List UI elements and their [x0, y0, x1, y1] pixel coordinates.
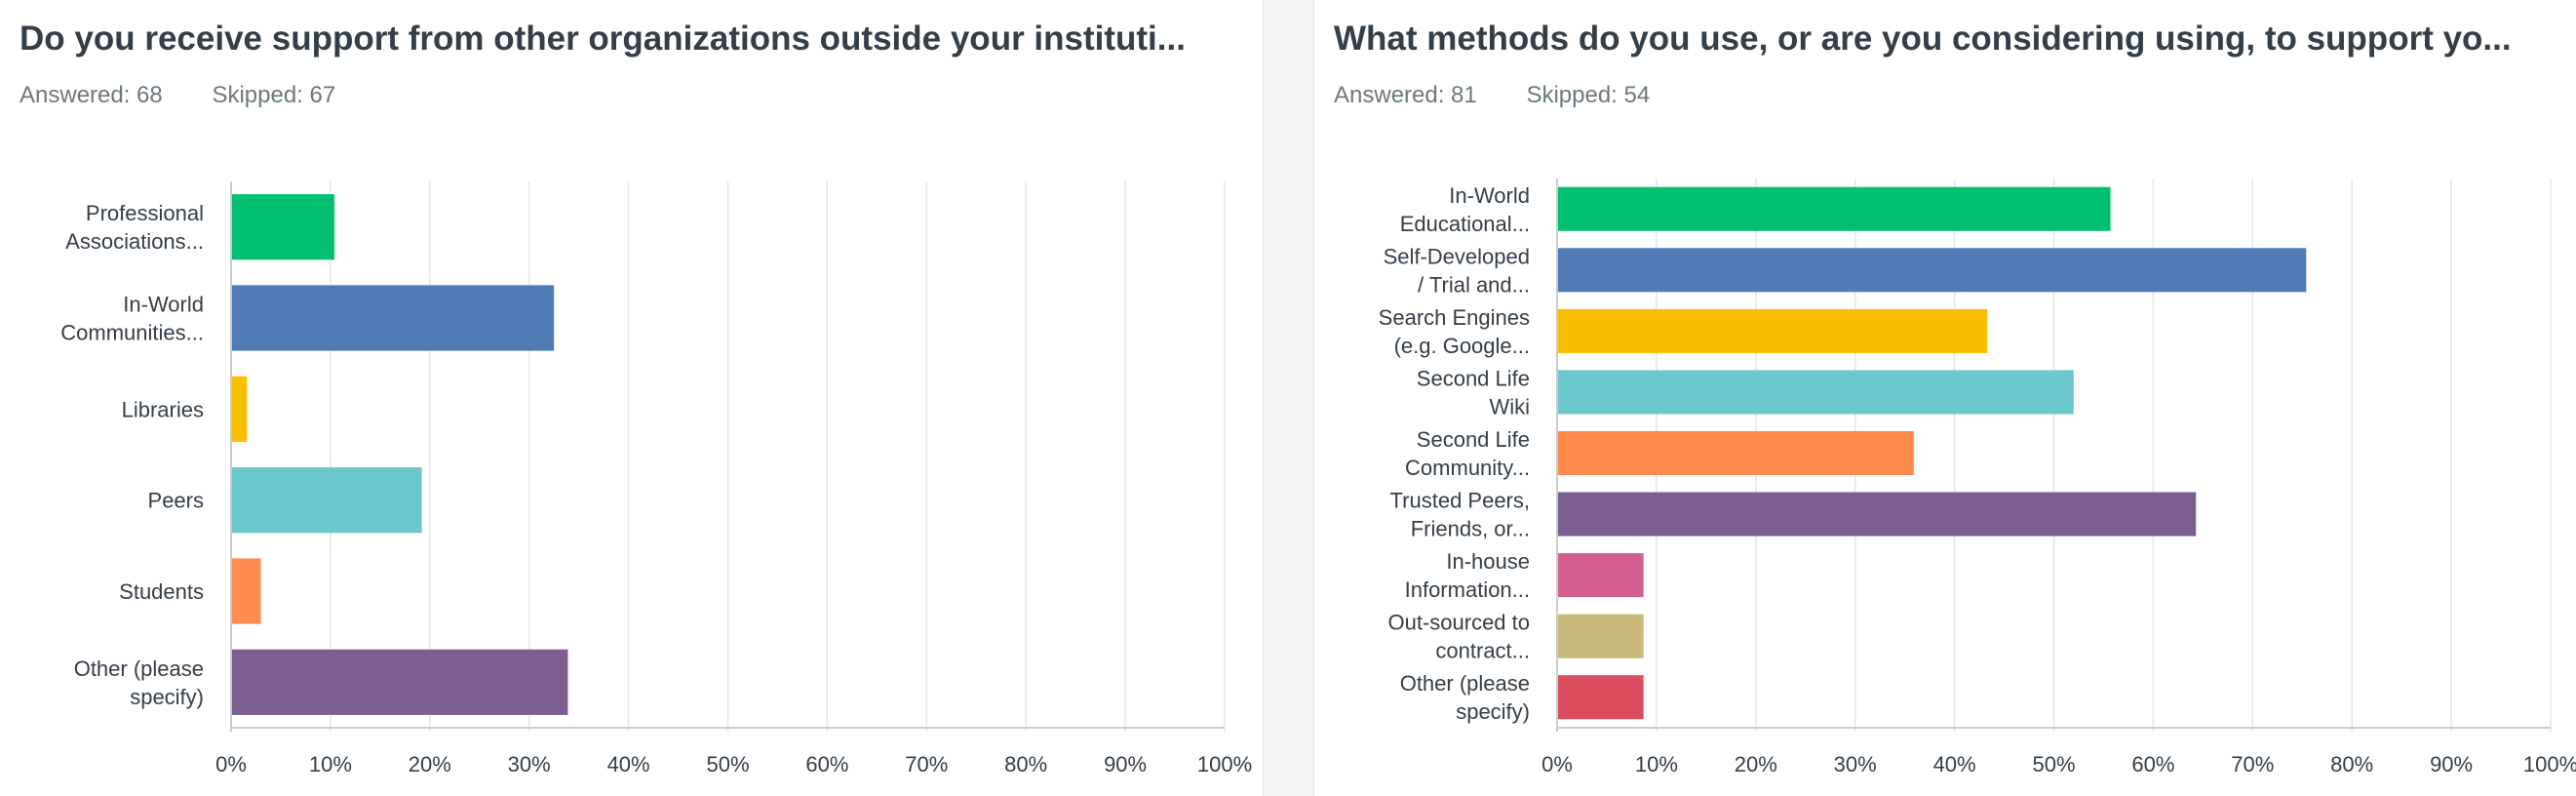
category-label: Other (please: [74, 657, 204, 681]
category-label: Trusted Peers,: [1390, 489, 1530, 513]
bar: [1558, 675, 1644, 720]
category-label: (e.g. Google...: [1394, 334, 1530, 358]
bar: [1558, 186, 2111, 231]
bar: [1558, 308, 1988, 353]
answered-count: Answered: 68: [20, 82, 163, 108]
category-label: specify): [130, 685, 204, 709]
category-label: Other (please: [1400, 671, 1530, 696]
bar: [232, 649, 568, 715]
category-label: Educational...: [1400, 212, 1530, 236]
x-tick-label: 10%: [309, 752, 352, 776]
x-tick-label: 100%: [1197, 752, 1252, 776]
bar: [232, 194, 334, 260]
bar: [1558, 430, 1914, 476]
category-label: contract...: [1435, 639, 1530, 663]
x-tick-label: 70%: [2231, 752, 2274, 776]
question-title: What methods do you use, or are you cons…: [1334, 20, 2512, 58]
category-label: specify): [1456, 699, 1530, 724]
skipped-count: Skipped: 54: [1526, 82, 1651, 108]
x-tick-label: 20%: [1735, 752, 1777, 776]
bar: [232, 376, 248, 442]
panel-divider: [1263, 0, 1314, 796]
category-label: In-World: [123, 293, 204, 317]
bar-chart: 0% 10% 20% 30% 40% 50% 60% 70% 80% 90% 100% In-Worl…: [1379, 179, 2576, 776]
question-panel-right: What methods do you use, or are you cons…: [1314, 0, 2576, 796]
x-tick-label: 20%: [409, 752, 451, 776]
x-tick-label: 90%: [1104, 752, 1147, 776]
response-stats: Answered: 68 Skipped: 67: [20, 82, 378, 109]
category-label: Information...: [1405, 577, 1530, 602]
x-tick-label: 100%: [2523, 752, 2576, 776]
category-label: Self-Developed: [1384, 244, 1530, 268]
x-tick-label: 90%: [2430, 752, 2473, 776]
bar: [1558, 248, 2307, 293]
question-panel-left: Do you receive support from other organi…: [0, 0, 1263, 796]
category-label: Wiki: [1489, 394, 1530, 418]
category-label: In-World: [1449, 183, 1530, 208]
category-label: Second Life: [1417, 366, 1530, 390]
category-label: In-house: [1446, 549, 1530, 574]
x-tick-label: 0%: [215, 752, 247, 776]
category-label: Libraries: [122, 397, 204, 421]
x-tick-label: 10%: [1635, 752, 1678, 776]
bar: [1558, 614, 1644, 658]
x-tick-label: 30%: [508, 752, 551, 776]
category-label: Peers: [148, 489, 204, 513]
x-tick-label: 80%: [2330, 752, 2373, 776]
bar-chart: 0% 10% 20% 30% 40% 50% 60% 70% 80% 90% 100% Profess…: [60, 181, 1252, 776]
category-label: Students: [119, 579, 204, 604]
answered-count: Answered: 81: [1334, 82, 1477, 108]
x-tick-label: 70%: [905, 752, 948, 776]
category-label: Communities...: [60, 321, 204, 345]
x-tick-label: 0%: [1542, 752, 1573, 776]
category-label: Professional: [86, 201, 204, 225]
x-tick-label: 80%: [1004, 752, 1047, 776]
x-tick-label: 60%: [805, 752, 848, 776]
x-tick-label: 50%: [2032, 752, 2075, 776]
bar: [232, 558, 261, 624]
response-stats: Answered: 81 Skipped: 54: [1334, 82, 1693, 109]
category-label: Out-sourced to: [1387, 611, 1530, 635]
bar: [1558, 370, 2074, 415]
x-tick-label: 50%: [706, 752, 749, 776]
skipped-count: Skipped: 67: [212, 82, 336, 108]
category-label: Second Life: [1417, 427, 1530, 452]
question-title: Do you receive support from other organi…: [20, 20, 1186, 58]
category-label: / Trial and...: [1418, 272, 1530, 297]
x-tick-label: 40%: [1933, 752, 1976, 776]
x-tick-label: 30%: [1834, 752, 1877, 776]
x-tick-label: 60%: [2131, 752, 2174, 776]
bar: [1558, 492, 2197, 537]
x-tick-label: 40%: [607, 752, 650, 776]
bar: [1558, 553, 1644, 598]
category-label: Friends, or...: [1411, 517, 1530, 541]
category-label: Community...: [1405, 456, 1530, 480]
bar: [232, 285, 555, 351]
bar: [232, 467, 422, 534]
category-label: Associations...: [65, 229, 204, 254]
category-label: Search Engines: [1379, 305, 1530, 330]
